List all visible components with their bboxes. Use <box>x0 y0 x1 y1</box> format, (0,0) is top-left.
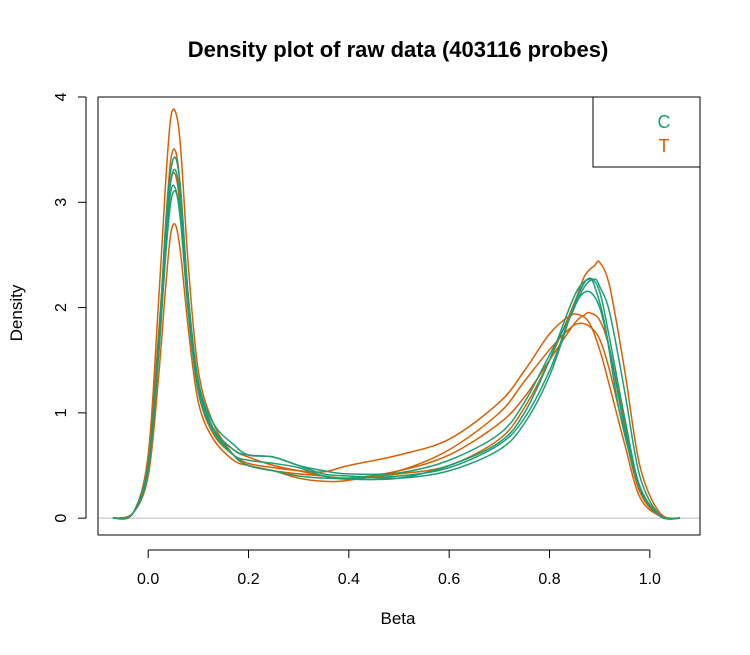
y-tick-label: 1 <box>53 408 70 417</box>
x-tick-label: 0.2 <box>237 571 259 588</box>
legend: CT <box>592 96 701 168</box>
x-tick-label: 1.0 <box>639 571 661 588</box>
x-tick-label: 0.4 <box>338 571 360 588</box>
density-curve-8 <box>112 156 681 520</box>
density-curve-3 <box>112 223 681 520</box>
plot-frame <box>97 96 701 536</box>
density-curve-4 <box>112 172 681 520</box>
x-tick-label: 0.0 <box>137 571 159 588</box>
density-curve-6 <box>112 190 681 520</box>
x-axis-label: Beta <box>381 609 417 628</box>
x-tick-label: 0.6 <box>438 571 460 588</box>
x-axis: 0.0 0.2 0.4 0.6 0.8 1.0 <box>137 549 661 588</box>
y-tick-label: 2 <box>53 303 70 312</box>
density-curve-5 <box>112 168 681 520</box>
legend-entry-c: C <box>658 112 671 132</box>
y-tick-label: 3 <box>53 198 70 207</box>
chart-title: Density plot of raw data (403116 probes) <box>188 37 609 62</box>
plot-area <box>98 108 700 520</box>
y-tick-label: 0 <box>53 514 70 523</box>
y-tick-label: 4 <box>53 92 70 101</box>
legend-entry-t: T <box>659 136 670 156</box>
y-axis: 0 1 2 3 4 <box>53 92 87 523</box>
density-curve-7 <box>112 184 681 520</box>
density-curve-1 <box>112 108 681 520</box>
legend-box <box>592 96 701 168</box>
x-tick-label: 0.8 <box>538 571 560 588</box>
y-axis-label: Density <box>7 284 26 341</box>
